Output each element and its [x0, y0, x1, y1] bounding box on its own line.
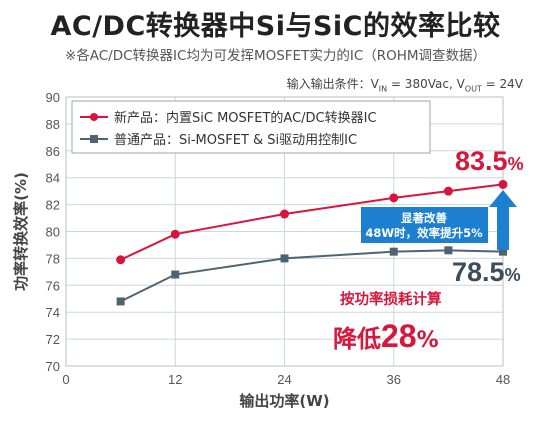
- legend: 新产品：内置SiC MOSFET的AC/DC转换器IC 普通产品：Si-MOSF…: [71, 100, 431, 154]
- si-value-label: 78.5%: [452, 257, 521, 287]
- series-sic: [116, 179, 508, 265]
- data-point: [499, 247, 507, 256]
- series-line: [120, 183, 504, 261]
- series-si: [116, 246, 507, 306]
- improvement-callout: 显著改善 48W时，效率提升5%: [361, 190, 517, 250]
- loss-note-line-2: 降低28%: [333, 318, 439, 354]
- io-conditions: 输入输出条件：VIN = 380Vac, VOUT = 24V: [286, 77, 523, 94]
- legend-label-si: 普通产品：Si-MOSFET & Si驱动用控制IC: [114, 133, 357, 148]
- series-line: [120, 249, 504, 303]
- y-tick-label: 90: [46, 90, 60, 105]
- y-tick-label: 72: [46, 332, 60, 347]
- up-arrow-icon: [489, 190, 517, 250]
- legend-marker-si: [90, 135, 98, 143]
- improvement-line-2: 48W时，效率提升5%: [365, 226, 483, 240]
- y-axis-label: 功率转换效率(%): [12, 172, 30, 291]
- improvement-line-1: 显著改善: [401, 211, 447, 225]
- data-point: [116, 297, 125, 306]
- y-tick-label: 88: [46, 117, 60, 132]
- loss-reduction-note: 按功率损耗计算 降低28%: [333, 290, 442, 354]
- x-tick-label: 36: [387, 372, 401, 387]
- data-point: [170, 229, 180, 239]
- chart-title: AC/DC转换器中Si与SiC的效率比较: [50, 11, 501, 42]
- x-axis-label: 输出功率(W): [239, 392, 329, 410]
- x-tick-label: 0: [62, 372, 69, 387]
- data-series: [116, 179, 508, 306]
- data-point: [280, 209, 289, 219]
- y-tick-label: 78: [46, 251, 60, 266]
- improvement-box: [361, 207, 488, 243]
- data-point: [389, 247, 398, 256]
- data-point: [498, 179, 508, 189]
- data-point: [280, 254, 289, 263]
- data-point: [116, 255, 126, 265]
- y-tick-label: 80: [46, 225, 60, 240]
- legend-box: [71, 100, 431, 154]
- y-tick-label: 84: [46, 171, 60, 186]
- sic-value-label: 83.5%: [455, 146, 524, 176]
- y-tick-label: 86: [46, 144, 60, 159]
- data-point: [443, 186, 453, 196]
- legend-marker-sic: [90, 113, 98, 121]
- y-tick-label: 76: [46, 278, 60, 293]
- legend-label-sic: 新产品：内置SiC MOSFET的AC/DC转换器IC: [114, 110, 377, 126]
- y-axis-ticks: 70 72 74 76 78 80 82 84 86 88 90: [46, 90, 60, 374]
- data-point: [444, 246, 453, 255]
- x-axis-ticks: 0 12 24 36 48: [62, 372, 510, 387]
- data-point: [389, 193, 399, 203]
- y-tick-label: 70: [46, 359, 60, 374]
- x-tick-label: 12: [168, 372, 182, 387]
- y-tick-label: 74: [46, 305, 60, 320]
- data-point: [171, 270, 180, 279]
- chart-subtitle: ※各AC/DC转换器IC均为可发挥MOSFET实力的IC（ROHM调查数据）: [64, 48, 487, 64]
- x-tick-label: 48: [496, 372, 510, 387]
- loss-note-line-1: 按功率损耗计算: [340, 290, 442, 308]
- x-tick-label: 24: [277, 372, 291, 387]
- y-tick-label: 82: [46, 198, 60, 213]
